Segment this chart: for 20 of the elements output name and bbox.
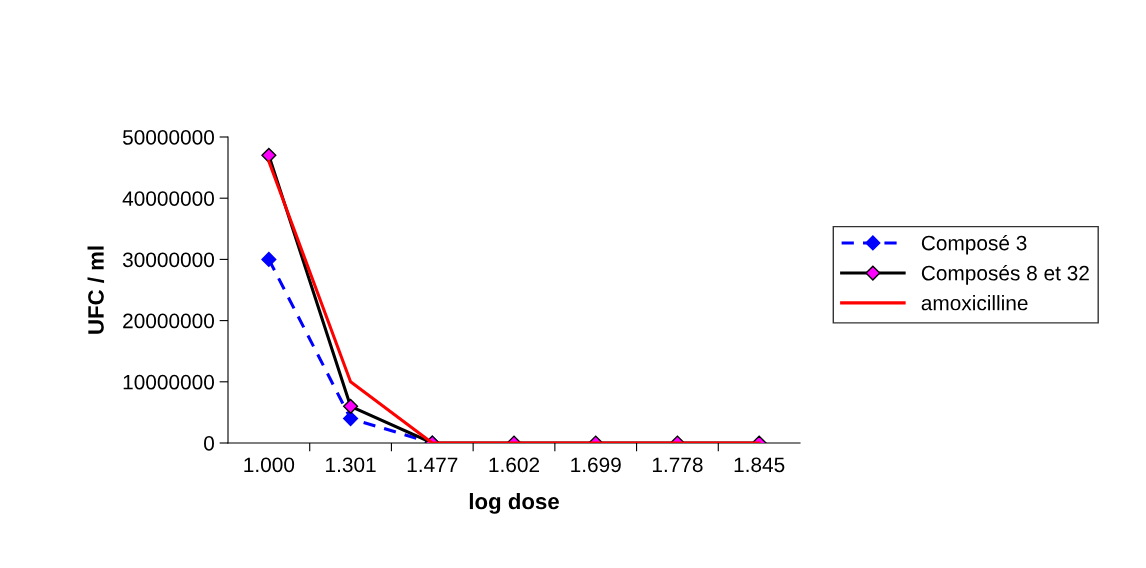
y-tick-label: 10000000: [123, 374, 214, 390]
y-tick-label: 30000000: [122, 252, 214, 268]
y-tick-label: 40000000: [122, 191, 214, 206]
x-tick-label: 1.000: [244, 457, 295, 473]
y-tick-label: 50000000: [122, 130, 214, 145]
point: [261, 251, 277, 267]
x-tick-label: 1.845: [734, 457, 785, 473]
y-tick-label: 20000000: [123, 313, 214, 329]
legend-label: Composés 8 et 32: [921, 264, 1089, 285]
x-tick-label: 1.301: [326, 457, 376, 473]
x-axis-title: log dose: [469, 492, 559, 514]
x-tick-label: 1.602: [489, 457, 540, 473]
y-tick-label: 0: [204, 436, 214, 451]
x-tick-label: 1.699: [571, 457, 621, 473]
x-tick-label: 1.778: [652, 457, 703, 473]
legend-label: Composé 3: [921, 234, 1027, 255]
y-axis-title: UFC / ml: [87, 246, 105, 334]
legend-label: amoxicilline: [921, 295, 1028, 311]
point: [261, 147, 277, 163]
x-tick-label: 1.477: [407, 457, 458, 472]
